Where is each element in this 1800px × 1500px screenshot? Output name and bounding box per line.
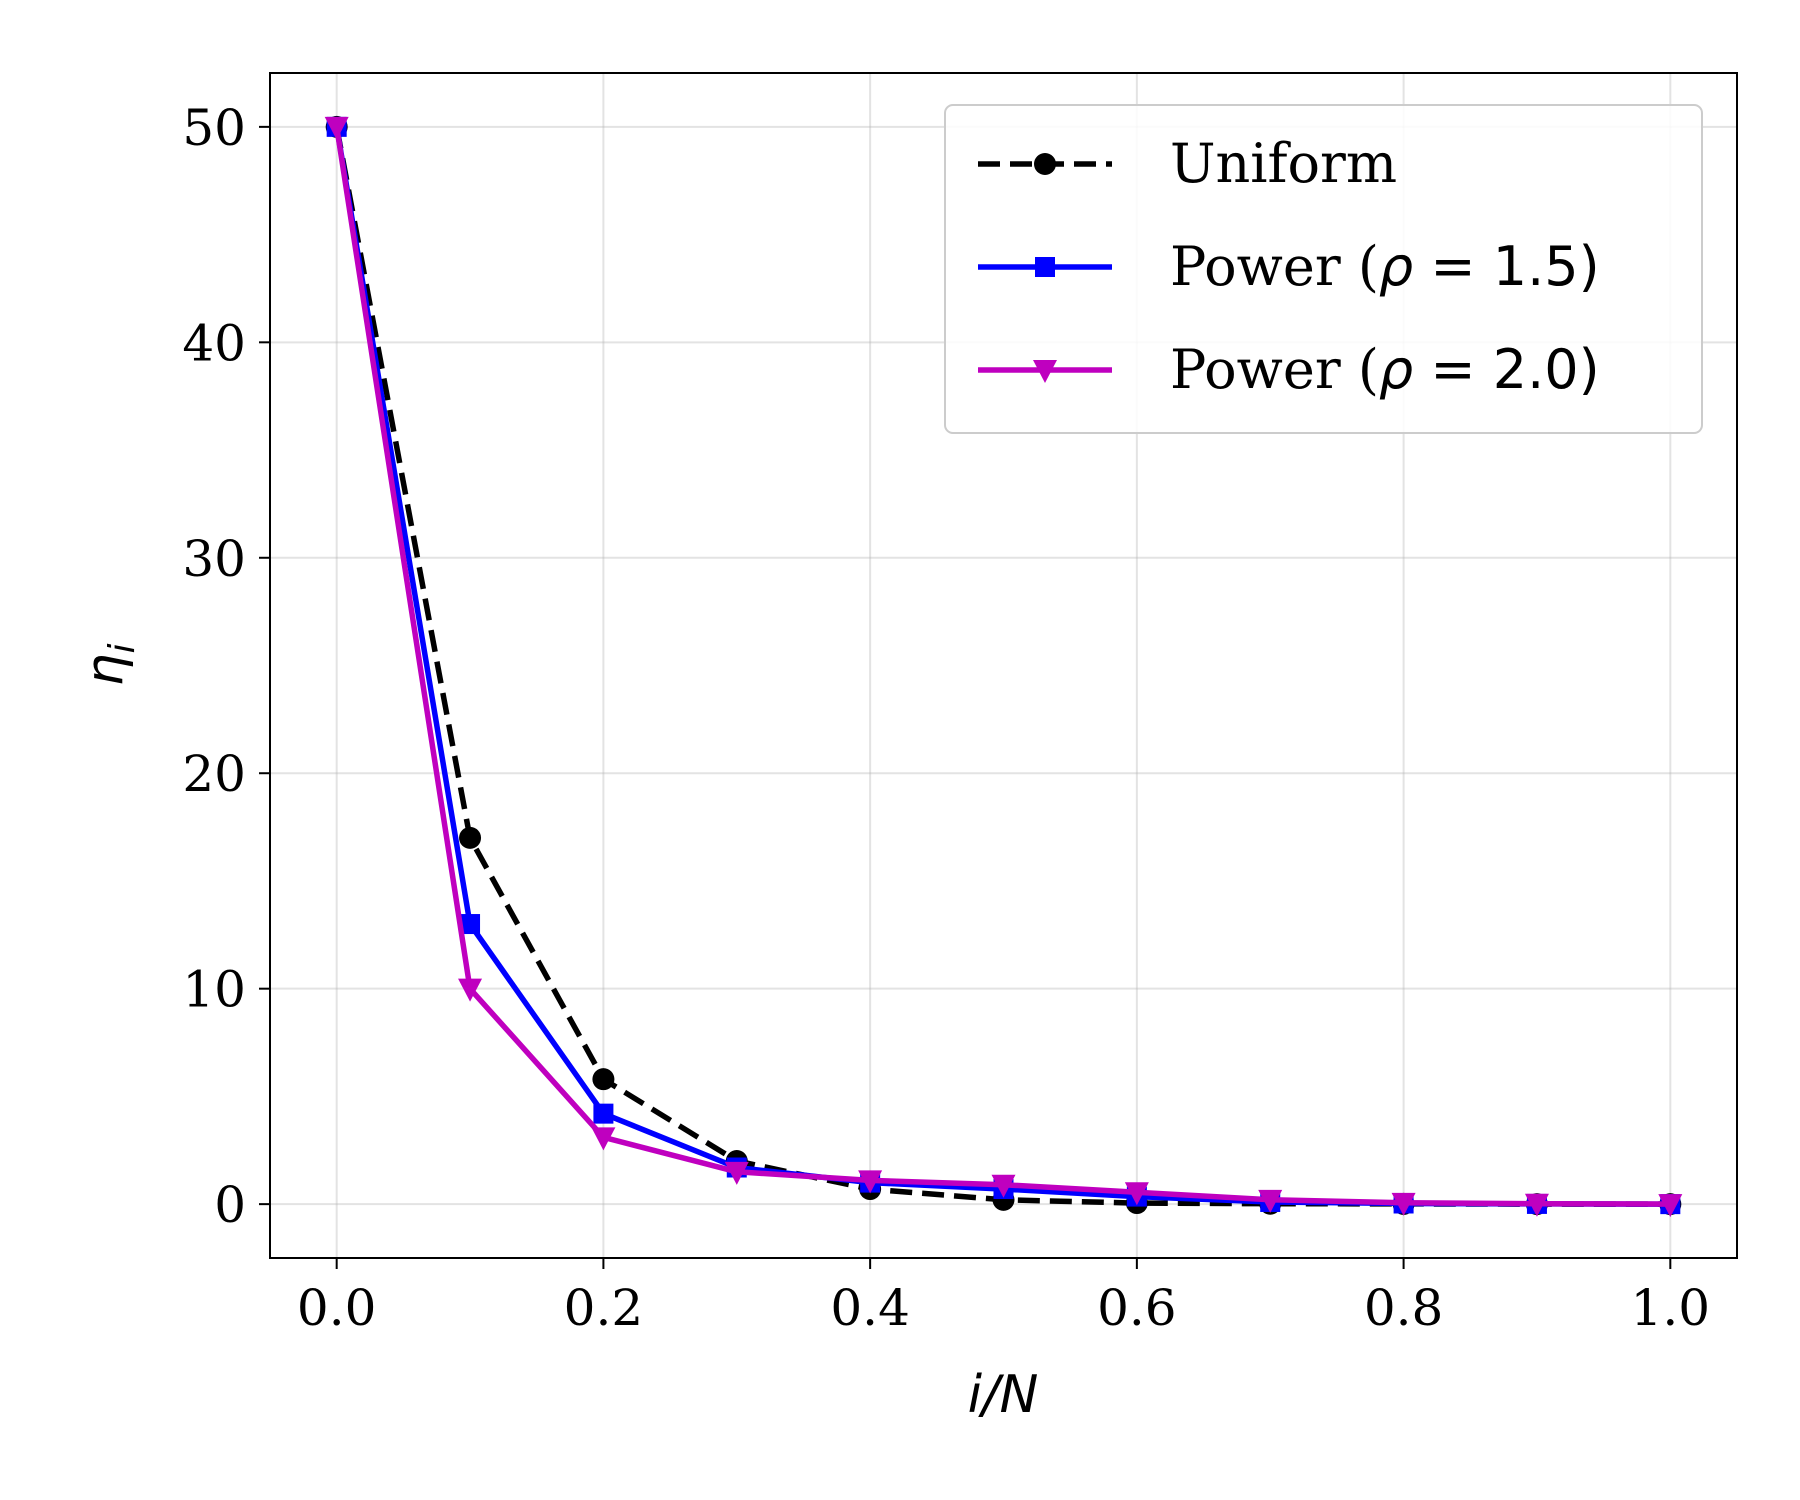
y-axis-ticks: 0 10 20 30 40 50 [182,99,270,1234]
legend-marker [1034,153,1056,175]
legend-label: Uniform [1170,132,1397,195]
series-3 [324,116,1683,1218]
plot-frame [269,72,1738,1259]
data-point [324,116,349,140]
data-point [724,1161,749,1185]
data-point [1391,1192,1416,1216]
x-axis-label: i/N [968,1365,1039,1425]
data-point [592,1068,615,1091]
data-point [1524,1193,1549,1217]
data-point [460,914,481,935]
legend-entry: Power (ρ = 1.5) [978,235,1600,298]
data-point [591,1127,616,1151]
data-point [458,978,483,1002]
legend-label: Power (ρ = 1.5) [1170,235,1600,298]
data-point [1658,1194,1683,1218]
x-tick-label: 0.4 [830,1279,910,1337]
y-tick-label: 0 [214,1176,246,1234]
y-tick-label: 20 [182,745,246,803]
data-point [459,826,482,849]
plot-series [324,115,1683,1218]
legend-box [944,104,1703,434]
legend-marker [1033,360,1057,383]
y-tick-label: 50 [182,99,246,157]
legend-label: Power (ρ = 2.0) [1170,338,1600,401]
y-axis-label: ηi [75,644,143,687]
x-axis-ticks: 0.0 0.2 0.4 0.6 0.8 1.0 [297,1258,1710,1337]
x-tick-label: 0.0 [297,1279,377,1337]
data-point [991,1174,1016,1198]
x-tick-label: 1.0 [1631,1279,1711,1337]
data-point [1124,1182,1149,1206]
x-tick-label: 0.8 [1364,1279,1444,1337]
y-tick-label: 40 [182,314,246,372]
legend-marker [1035,257,1055,277]
x-tick-label: 0.2 [564,1279,644,1337]
y-tick-label: 10 [182,961,246,1019]
data-point [1258,1189,1283,1213]
data-point [593,1103,614,1124]
data-point [858,1170,883,1194]
y-tick-label: 30 [182,530,246,588]
legend-entry: Power (ρ = 2.0) [978,338,1600,401]
legend-entry: Uniform [978,132,1397,195]
x-tick-label: 0.6 [1097,1279,1177,1337]
legend: Uniform Power (ρ = 1.5) Power (ρ = 2.0) [944,104,1703,434]
